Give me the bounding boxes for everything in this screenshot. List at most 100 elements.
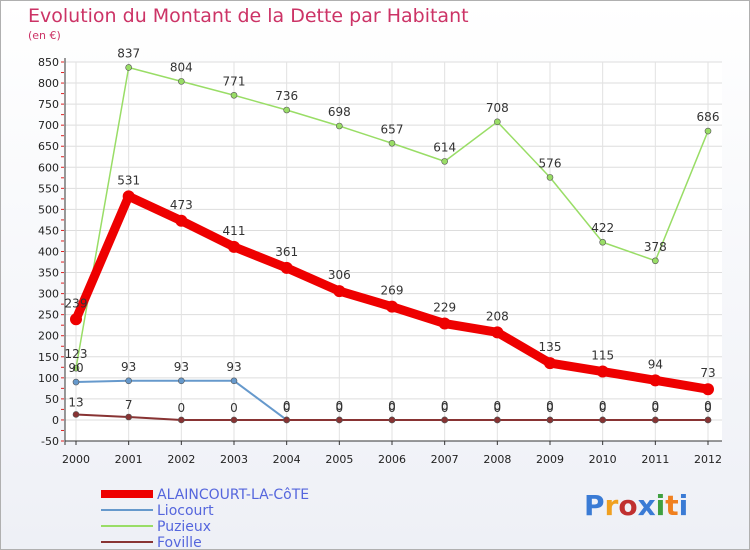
data-label-puzieux: 686 [697, 110, 720, 124]
legend-label: ALAINCOURT-LA-CôTE [157, 487, 309, 503]
data-label-alaincourt-la-c-te: 531 [117, 173, 140, 187]
data-label-foville: 0 [388, 401, 396, 415]
x-tick-label: 2001 [115, 453, 143, 466]
legend-label: Liocourt [157, 503, 214, 519]
data-point-alaincourt-la-c-te [544, 357, 556, 370]
data-point-puzieux [441, 158, 448, 165]
data-point-foville [388, 416, 396, 424]
x-tick-label: 2009 [536, 453, 564, 466]
data-label-puzieux: 657 [381, 122, 404, 136]
logo-letter: i [678, 489, 689, 522]
data-point-puzieux [494, 118, 501, 126]
logo-letter: r [604, 489, 619, 522]
data-label-foville: 0 [652, 401, 660, 415]
data-point-alaincourt-la-c-te [70, 313, 82, 326]
x-tick-label: 2010 [589, 453, 617, 466]
data-point-alaincourt-la-c-te [596, 365, 609, 378]
y-tick-label: 750 [38, 98, 59, 111]
data-label-puzieux: 837 [117, 46, 140, 60]
data-label-alaincourt-la-c-te: 208 [486, 309, 509, 323]
data-label-foville: 0 [546, 401, 554, 415]
proxiti-logo: Proxiti [584, 489, 688, 522]
legend-label: Puzieux [157, 519, 211, 535]
data-point-liocourt [125, 377, 132, 385]
data-label-liocourt: 0 [283, 399, 291, 413]
y-tick-label: 150 [38, 351, 59, 364]
y-tick-label: 550 [38, 182, 59, 195]
data-point-foville [441, 416, 448, 424]
data-point-alaincourt-la-c-te [122, 190, 135, 203]
unit-label: (en €) [28, 29, 61, 42]
data-label-puzieux: 698 [328, 105, 351, 119]
data-label-foville: 0 [336, 401, 344, 415]
data-label-foville: 7 [125, 398, 133, 412]
data-point-liocourt [230, 377, 238, 385]
data-label-foville: 13 [68, 395, 83, 409]
data-point-liocourt [178, 377, 185, 385]
y-tick-label: 350 [38, 267, 59, 280]
data-point-puzieux [546, 174, 554, 181]
data-point-puzieux [125, 64, 132, 71]
data-label-foville: 0 [599, 401, 607, 415]
data-point-foville [494, 416, 501, 424]
data-point-puzieux [599, 238, 606, 246]
x-tick-label: 2000 [62, 453, 90, 466]
data-point-foville [72, 411, 80, 418]
data-point-alaincourt-la-c-te [280, 261, 293, 274]
data-point-foville [546, 416, 554, 424]
data-label-puzieux: 422 [591, 221, 614, 235]
x-tick-label: 2008 [483, 453, 511, 466]
data-label-puzieux: 576 [539, 156, 562, 170]
data-label-puzieux: 378 [644, 240, 667, 254]
x-tick-label: 2002 [167, 453, 195, 466]
data-label-liocourt: 0 [441, 399, 449, 413]
data-point-liocourt [72, 378, 80, 386]
legend-label: Foville [157, 535, 202, 549]
data-label-liocourt: 0 [494, 399, 502, 413]
data-label-liocourt: 93 [121, 360, 136, 374]
data-point-puzieux [388, 139, 396, 147]
data-label-liocourt: 93 [226, 360, 241, 374]
y-tick-label: 250 [38, 309, 59, 322]
data-point-alaincourt-la-c-te [228, 240, 240, 253]
data-label-puzieux: 123 [65, 347, 88, 361]
x-tick-label: 2007 [431, 453, 459, 466]
logo-letter: P [584, 489, 605, 522]
y-tick-label: 400 [38, 246, 59, 259]
y-tick-label: 200 [38, 330, 59, 343]
data-label-foville: 0 [283, 401, 291, 415]
data-label-liocourt: 0 [652, 399, 660, 413]
data-point-foville [652, 416, 659, 424]
data-label-foville: 0 [178, 401, 186, 415]
x-tick-label: 2004 [273, 453, 301, 466]
y-tick-label: 0 [52, 414, 59, 427]
data-label-liocourt: 0 [704, 399, 712, 413]
data-point-foville [283, 416, 290, 424]
chart-title: Evolution du Montant de la Dette par Hab… [28, 5, 469, 27]
data-point-alaincourt-la-c-te [175, 214, 188, 227]
logo-letter: x [637, 489, 656, 522]
data-label-alaincourt-la-c-te: 361 [275, 245, 298, 259]
data-label-alaincourt-la-c-te: 73 [700, 366, 715, 380]
data-label-liocourt: 0 [388, 399, 396, 413]
y-tick-label: 850 [38, 56, 59, 69]
data-point-puzieux [704, 127, 712, 135]
data-point-alaincourt-la-c-te [649, 374, 662, 387]
data-label-puzieux: 736 [275, 89, 298, 103]
x-tick-label: 2006 [378, 453, 406, 466]
data-label-alaincourt-la-c-te: 239 [65, 296, 88, 310]
data-point-foville [230, 416, 238, 424]
data-label-foville: 0 [704, 401, 712, 415]
data-label-liocourt: 0 [546, 399, 554, 413]
logo-letter: t [665, 489, 679, 522]
data-point-alaincourt-la-c-te [386, 300, 398, 313]
data-label-alaincourt-la-c-te: 115 [591, 349, 614, 363]
y-tick-label: 600 [38, 161, 59, 174]
data-label-liocourt: 0 [599, 399, 607, 413]
data-point-alaincourt-la-c-te [491, 326, 504, 339]
data-point-puzieux [230, 91, 238, 99]
data-point-foville [336, 416, 343, 424]
data-label-alaincourt-la-c-te: 473 [170, 198, 193, 212]
data-label-alaincourt-la-c-te: 229 [433, 301, 456, 315]
data-label-puzieux: 708 [486, 101, 509, 115]
